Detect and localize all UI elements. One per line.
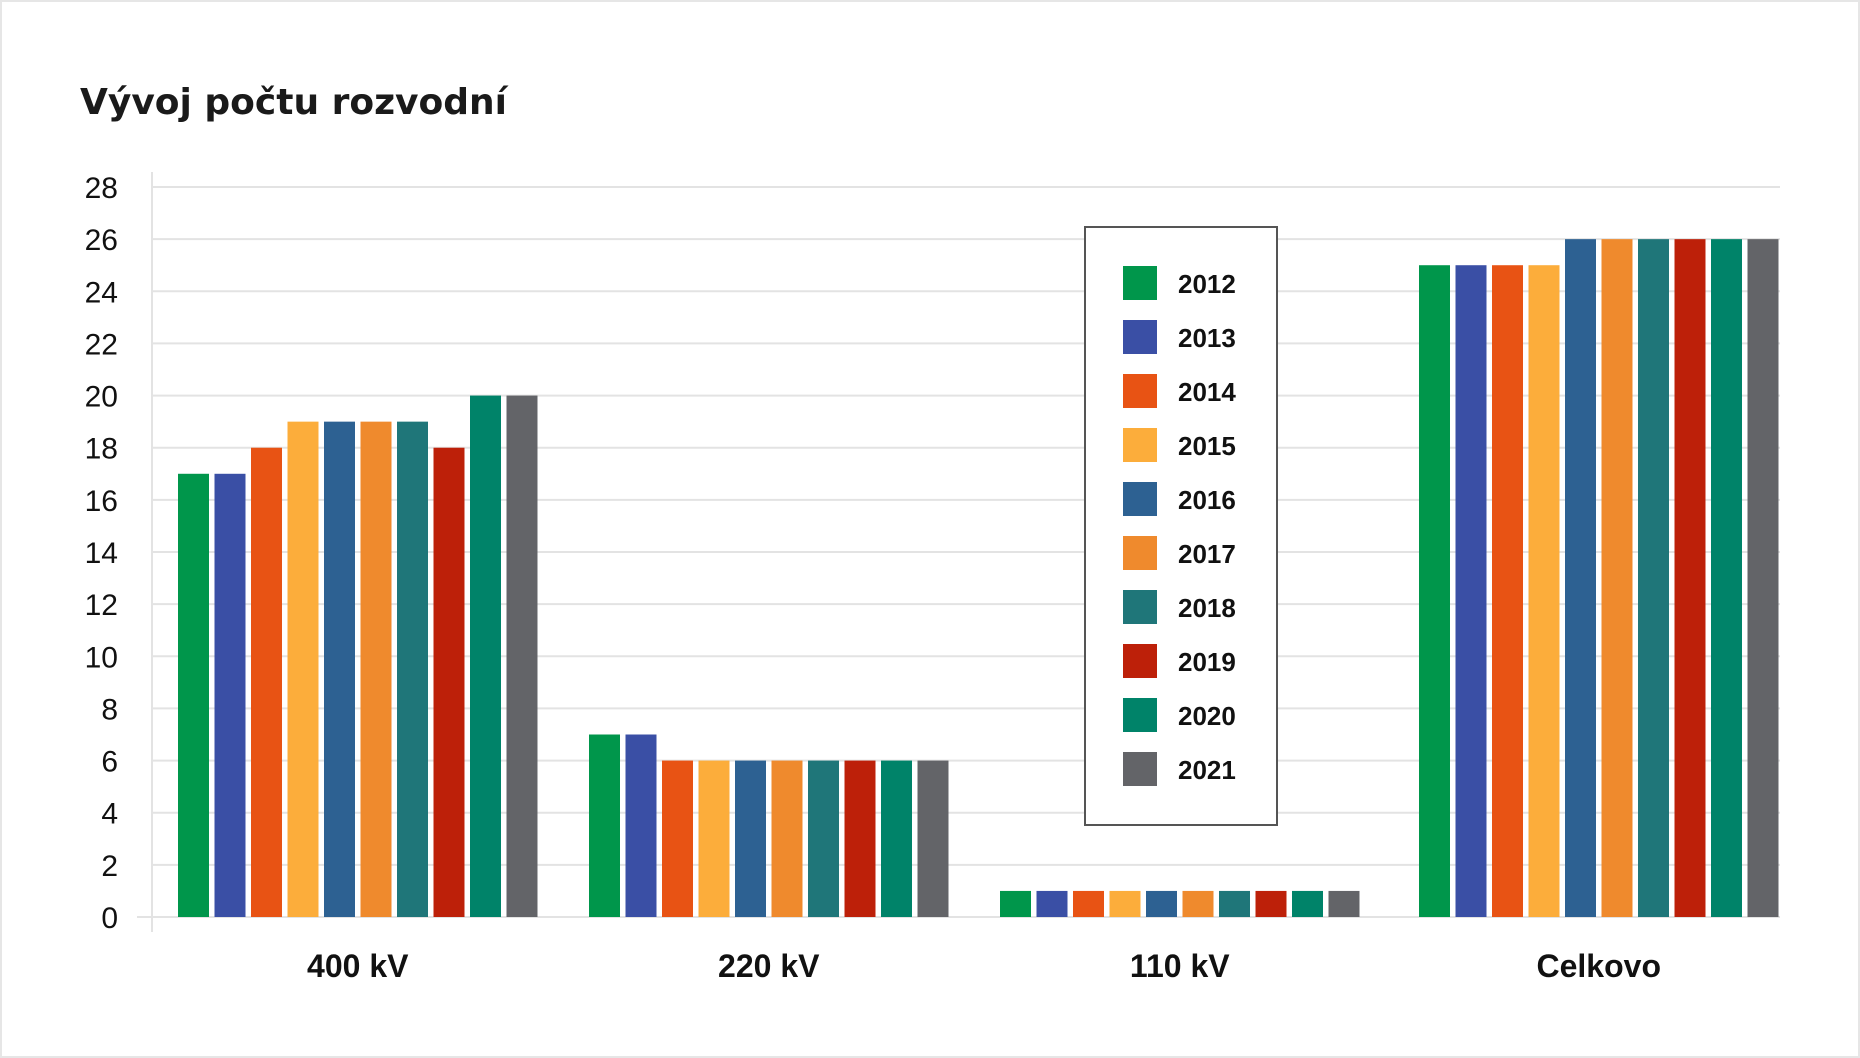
bar <box>1711 239 1742 918</box>
bar <box>1109 890 1141 917</box>
legend-swatch <box>1123 428 1157 462</box>
bar <box>1674 239 1706 918</box>
bar <box>506 395 538 918</box>
y-tick-label: 10 <box>85 641 118 674</box>
legend-swatch <box>1123 320 1157 354</box>
bar <box>360 421 392 917</box>
bar <box>324 421 355 917</box>
legend: 2012 2013 2014 2015 2016 2017 2018 2019 2020 2021 <box>1084 226 1278 826</box>
legend-swatch <box>1123 482 1157 516</box>
y-tick-label: 6 <box>101 746 118 779</box>
x-tick-label: 400 kV <box>307 948 409 984</box>
y-tick-label: 24 <box>85 276 118 309</box>
legend-label: 2012 <box>1178 269 1236 299</box>
bar <box>698 760 730 917</box>
y-tick-label: 0 <box>101 902 118 935</box>
x-axis: 400 kV 220 kV 110 kV Celkovo <box>307 948 1661 984</box>
bar <box>771 760 803 917</box>
bar <box>808 760 839 917</box>
legend-label: 2020 <box>1178 701 1236 731</box>
y-tick-label: 2 <box>101 850 118 883</box>
y-tick-label: 14 <box>85 537 118 570</box>
bar <box>1455 265 1487 917</box>
bar <box>1419 265 1450 917</box>
bar <box>1036 890 1068 917</box>
x-tick-label: 220 kV <box>718 948 820 984</box>
y-tick-label: 26 <box>85 224 118 257</box>
bar <box>881 760 912 917</box>
bar <box>1182 890 1214 917</box>
y-tick-label: 28 <box>85 172 118 205</box>
legend-swatch <box>1123 590 1157 624</box>
legend-label: 2018 <box>1178 593 1236 623</box>
bar <box>917 760 949 917</box>
bar <box>433 447 465 917</box>
bars <box>178 239 1779 918</box>
y-tick-label: 18 <box>85 433 118 466</box>
bar <box>1255 890 1287 917</box>
y-tick-label: 16 <box>85 485 118 518</box>
legend-swatch <box>1123 536 1157 570</box>
bar <box>1565 239 1596 918</box>
bar <box>470 395 501 918</box>
bar <box>1000 890 1031 917</box>
bar <box>1146 890 1177 917</box>
bar <box>1528 265 1560 917</box>
bar <box>214 473 246 917</box>
bar <box>589 734 620 917</box>
legend-swatch <box>1123 374 1157 408</box>
y-tick-label: 12 <box>85 589 118 622</box>
y-tick-label: 8 <box>101 693 118 726</box>
bar <box>1492 265 1523 917</box>
x-tick-label: 110 kV <box>1130 948 1230 984</box>
y-tick-label: 22 <box>85 328 118 361</box>
bar <box>1219 890 1250 917</box>
legend-label: 2016 <box>1178 485 1236 515</box>
legend-label: 2015 <box>1178 431 1236 461</box>
legend-label: 2013 <box>1178 323 1236 353</box>
bar <box>1292 890 1323 917</box>
bar <box>735 760 766 917</box>
legend-label: 2021 <box>1178 755 1236 785</box>
bar <box>1638 239 1669 918</box>
bar <box>844 760 876 917</box>
bar <box>251 447 282 917</box>
legend-box <box>1084 226 1278 826</box>
chart-title: Vývoj počtu rozvodní <box>80 82 507 123</box>
bar <box>1328 890 1360 917</box>
legend-label: 2017 <box>1178 539 1236 569</box>
bar <box>178 473 209 917</box>
x-tick-label: Celkovo <box>1537 948 1661 984</box>
bar <box>1747 239 1779 918</box>
bar <box>1073 890 1104 917</box>
bar <box>625 734 657 917</box>
y-tick-label: 4 <box>101 798 118 831</box>
legend-swatch <box>1123 752 1157 786</box>
bar <box>287 421 319 917</box>
y-tick-label: 20 <box>85 381 118 414</box>
legend-label: 2014 <box>1178 377 1236 407</box>
bar <box>1601 239 1633 918</box>
bar <box>397 421 428 917</box>
legend-swatch <box>1123 644 1157 678</box>
bar <box>662 760 693 917</box>
legend-swatch <box>1123 266 1157 300</box>
legend-label: 2019 <box>1178 647 1236 677</box>
legend-swatch <box>1123 698 1157 732</box>
